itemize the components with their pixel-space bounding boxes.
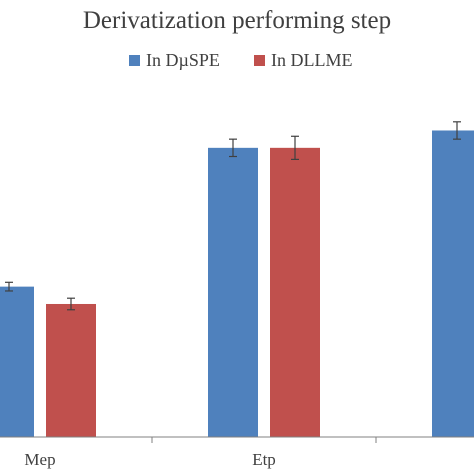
- bar-dspe-etp: [208, 147, 258, 438]
- error-bar-dspe-group2: [453, 121, 461, 140]
- error-bar-dllme-mep: [67, 297, 75, 311]
- error-bar-dllme-etp: [291, 135, 299, 160]
- bars-layer: [0, 130, 474, 438]
- legend-label-dllme: In DLLME: [271, 50, 352, 70]
- error-bar-dspe-mep: [5, 281, 13, 292]
- bar-dllme-mep: [46, 303, 96, 437]
- chart-title: Derivatization performing step: [83, 7, 391, 34]
- bar-dllme-etp: [270, 147, 320, 438]
- bar-dspe-mep: [0, 286, 34, 437]
- legend-swatch-dspe: [129, 55, 140, 66]
- error-bars-layer: [5, 121, 461, 311]
- x-tick-label-mep: Mep: [24, 450, 55, 469]
- legend-swatch-dllme: [254, 55, 265, 66]
- error-bar-dspe-etp: [229, 138, 237, 158]
- legend-label-dspe: In DµSPE: [146, 50, 220, 70]
- legend: In DµSPE In DLLME: [129, 50, 352, 70]
- x-tick-label-etp: Etp: [252, 450, 276, 469]
- bar-dspe-group2: [432, 130, 474, 437]
- x-axis-ticks: [151, 437, 377, 443]
